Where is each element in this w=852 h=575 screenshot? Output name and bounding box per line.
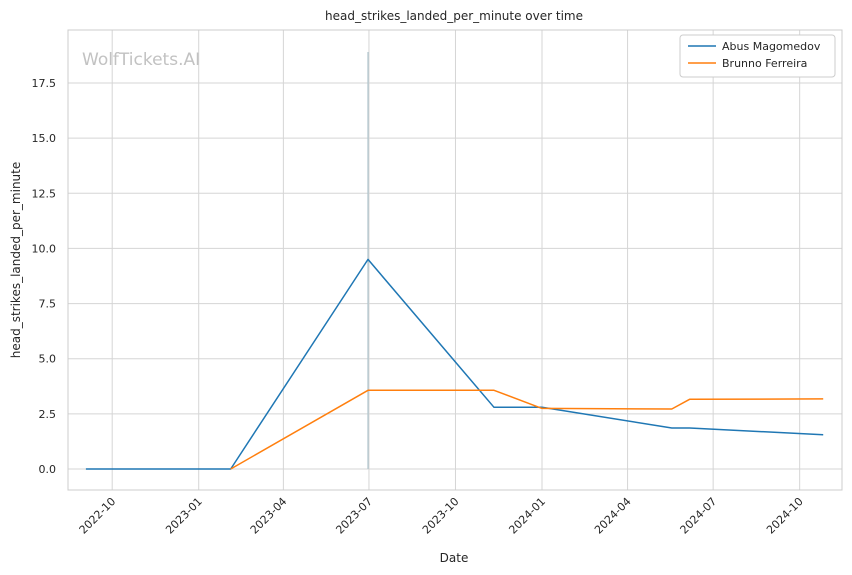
plot-area-frame xyxy=(67,29,843,491)
series-layer xyxy=(85,258,824,470)
y-tick-label: 2.5 xyxy=(39,408,57,421)
series-line-brunno-ferreira xyxy=(230,389,824,470)
grid xyxy=(68,30,842,490)
legend-label-brunno-ferreira: Brunno Ferreira xyxy=(722,57,807,70)
y-axis-ticks: 0.0 2.5 5.0 7.5 10.0 12.5 15.0 17.5 xyxy=(32,77,57,476)
watermark: WolfTickets.AI xyxy=(82,50,200,70)
y-tick-label: 15.0 xyxy=(32,132,57,145)
y-tick-label: 17.5 xyxy=(32,77,57,90)
series-line-abus-magomedov xyxy=(85,258,824,470)
chart-title: head_strikes_landed_per_minute over time xyxy=(325,9,583,23)
legend: Abus Magomedov Brunno Ferreira xyxy=(679,34,836,78)
legend-box xyxy=(679,34,836,78)
y-tick-label: 0.0 xyxy=(39,463,57,476)
legend-label-abus-magomedov: Abus Magomedov xyxy=(722,40,821,53)
y-axis-title: head_strikes_landed_per_minute xyxy=(9,162,23,359)
y-tick-label: 7.5 xyxy=(39,298,57,311)
y-tick-label: 5.0 xyxy=(39,353,57,366)
y-tick-label: 10.0 xyxy=(32,242,57,255)
x-axis-title: Date xyxy=(440,551,469,565)
y-tick-label: 12.5 xyxy=(32,187,57,200)
